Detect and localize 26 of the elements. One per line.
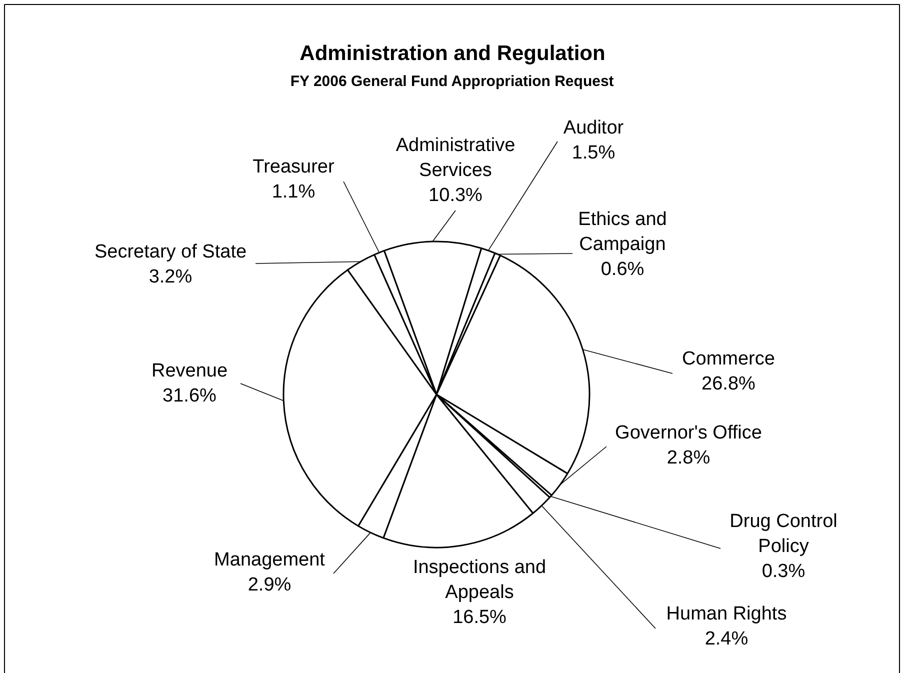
chart-title: Administration and Regulation [300,42,606,65]
data-label: 0.3% [762,561,806,582]
slice-label: Commerce [682,348,775,370]
data-label: 2.4% [704,628,748,650]
slice-label: Secretary of State [94,241,247,262]
chart-subtitle: FY 2006 General Fund Appropriation Request [290,73,614,90]
slice-label: Management [214,549,326,570]
data-label: 3.2% [148,266,192,288]
data-label: 2.9% [248,574,292,596]
data-label: 26.8% [702,374,756,395]
data-label: 1.5% [572,142,616,164]
data-label: 2.8% [666,448,710,469]
slice-label: Governor's Office [615,422,762,444]
slice-label: Inspections and Appeals [412,556,546,603]
slice-label: Administrative Services [396,134,516,181]
data-label: 16.5% [452,607,507,628]
slice-label: Auditor [563,117,624,138]
data-label: 31.6% [162,386,217,407]
data-label: 1.1% [272,182,316,203]
data-label: 10.3% [428,185,483,206]
slice-label: Human Rights [666,603,787,624]
data-label: 0.6% [600,259,644,280]
slice-label: Drug Control Policy [730,510,838,557]
slice-label: Treasurer [252,156,335,178]
slice-label: Ethics and Campaign [578,208,667,255]
slice-label: Revenue [151,360,228,382]
